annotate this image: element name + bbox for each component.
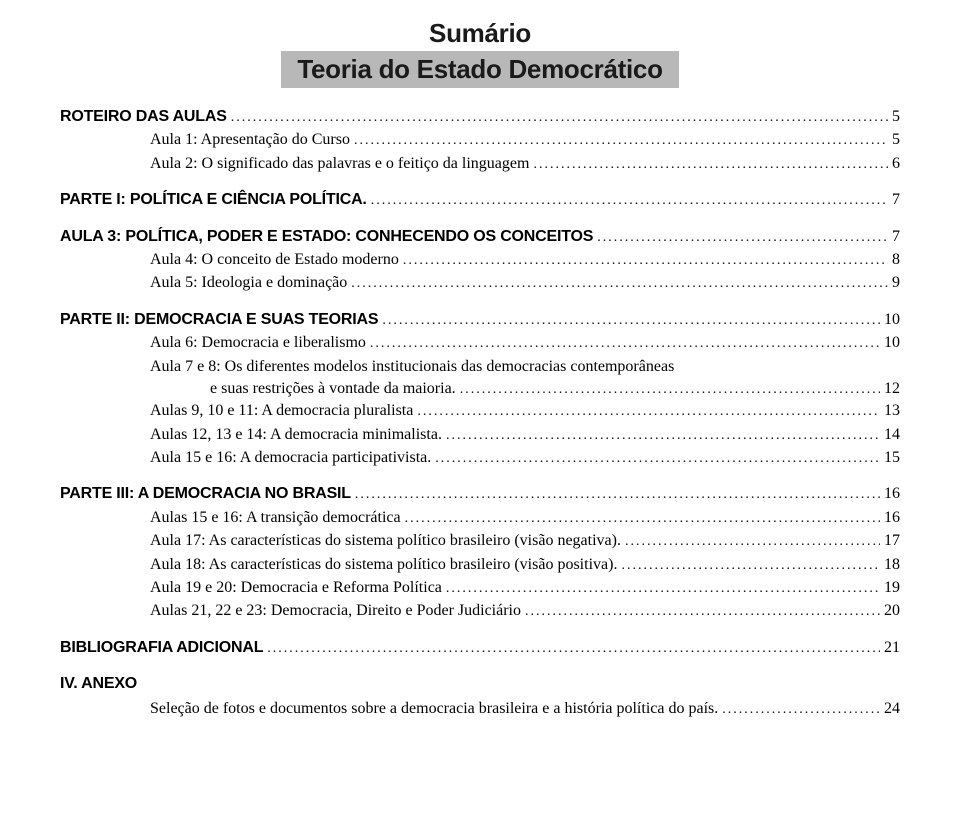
toc-item-row: Aula 15 e 16: A democracia participativi…	[60, 447, 900, 469]
toc-item-row: Aulas 21, 22 e 23: Democracia, Direito e…	[60, 600, 900, 622]
toc-leader	[382, 309, 880, 331]
toc-section-label: AULA 3: POLÍTICA, PODER E ESTADO: CONHEC…	[60, 226, 593, 248]
toc-section-label: IV. ANEXO	[60, 673, 137, 695]
toc-item-label: Aulas 21, 22 e 23: Democracia, Direito e…	[150, 600, 521, 622]
toc-item-label: Aula 18: As características do sistema p…	[150, 554, 617, 576]
toc-item-row: Aulas 15 e 16: A transição democrática 16	[60, 507, 900, 529]
toc-item-row: Aulas 9, 10 e 11: A democracia pluralist…	[60, 400, 900, 422]
toc-page-number: 17	[884, 530, 900, 552]
toc-leader	[625, 530, 880, 552]
toc-page-number: 10	[884, 309, 900, 331]
toc-anexo-row: Seleção de fotos e documentos sobre a de…	[60, 698, 900, 720]
toc-section-row: PARTE I: POLÍTICA E CIÊNCIA POLÍTICA. 7	[60, 189, 900, 211]
toc-leader	[354, 129, 888, 151]
toc-section-label: PARTE III: A DEMOCRACIA NO BRASIL	[60, 483, 351, 505]
toc-item-label: Aula 2: O significado das palavras e o f…	[150, 153, 529, 175]
toc-item-label: Aulas 12, 13 e 14: A democracia minimali…	[150, 424, 442, 446]
toc-page-number: 13	[884, 400, 900, 422]
toc-item-label: Aula 4: O conceito de Estado moderno	[150, 249, 399, 271]
toc-item-label: Aulas 15 e 16: A transição democrática	[150, 507, 401, 529]
toc-item-label: Aula 5: Ideologia e dominação	[150, 272, 347, 294]
toc-page-number: 12	[884, 378, 900, 400]
toc-page-number: 18	[884, 554, 900, 576]
toc-leader	[267, 637, 880, 659]
toc-section-label: PARTE II: DEMOCRACIA E SUAS TEORIAS	[60, 309, 378, 331]
toc-leader	[417, 400, 880, 422]
toc-item-label-line1: Aula 7 e 8: Os diferentes modelos instit…	[150, 356, 900, 378]
toc-item-label: Aula 1: Apresentação do Curso	[150, 129, 350, 151]
toc-item-multiline: Aula 7 e 8: Os diferentes modelos instit…	[60, 356, 900, 401]
toc-page-number: 5	[892, 129, 900, 151]
toc-section-row: PARTE III: A DEMOCRACIA NO BRASIL 16	[60, 483, 900, 505]
toc-anexo-label: Seleção de fotos e documentos sobre a de…	[150, 698, 718, 720]
toc-page-number: 24	[884, 698, 900, 720]
toc-page-number: 14	[884, 424, 900, 446]
toc-page-number: 10	[884, 332, 900, 354]
toc-item-row: Aula 1: Apresentação do Curso 5	[60, 129, 900, 151]
toc-page-number: 21	[884, 637, 900, 659]
toc-leader	[533, 153, 888, 175]
toc-section-row: BIBLIOGRAFIA ADICIONAL 21	[60, 637, 900, 659]
toc-leader	[371, 189, 888, 211]
page-title: Sumário	[60, 18, 900, 49]
toc-item-label: Aula 6: Democracia e liberalismo	[150, 332, 366, 354]
toc-leader	[621, 554, 880, 576]
toc-page-number: 8	[892, 249, 900, 271]
toc-leader	[405, 507, 880, 529]
toc-leader	[460, 378, 880, 400]
toc-page-number: 9	[892, 272, 900, 294]
toc-item-line2-row: e suas restrições à vontade da maioria. 1…	[150, 378, 900, 400]
toc-leader	[231, 106, 888, 128]
toc-page-number: 7	[892, 189, 900, 211]
toc-section-row: ROTEIRO DAS AULAS 5	[60, 106, 900, 128]
toc-item-label: Aula 15 e 16: A democracia participativi…	[150, 447, 431, 469]
toc-item-label: Aula 19 e 20: Democracia e Reforma Polít…	[150, 577, 442, 599]
toc-leader	[722, 698, 880, 720]
toc-section-label: PARTE I: POLÍTICA E CIÊNCIA POLÍTICA.	[60, 189, 367, 211]
toc-page-number: 16	[884, 507, 900, 529]
toc-section-row: PARTE II: DEMOCRACIA E SUAS TEORIAS 10	[60, 309, 900, 331]
toc-leader	[351, 272, 888, 294]
toc-section-row: IV. ANEXO	[60, 673, 900, 695]
toc-leader	[597, 226, 888, 248]
toc-leader	[403, 249, 888, 271]
toc-section-row: AULA 3: POLÍTICA, PODER E ESTADO: CONHEC…	[60, 226, 900, 248]
table-of-contents: ROTEIRO DAS AULAS5Aula 1: Apresentação d…	[60, 106, 900, 720]
toc-leader	[435, 447, 880, 469]
toc-leader	[525, 600, 880, 622]
toc-section-label: BIBLIOGRAFIA ADICIONAL	[60, 637, 263, 659]
toc-item-row: Aula 4: O conceito de Estado moderno 8	[60, 249, 900, 271]
toc-leader	[446, 424, 880, 446]
toc-item-row: Aula 19 e 20: Democracia e Reforma Polít…	[60, 577, 900, 599]
toc-leader	[355, 483, 880, 505]
toc-item-row: Aula 17: As características do sistema p…	[60, 530, 900, 552]
toc-item-row: Aula 18: As características do sistema p…	[60, 554, 900, 576]
toc-page-number: 7	[892, 226, 900, 248]
toc-page-number: 19	[884, 577, 900, 599]
page-subtitle: Teoria do Estado Democrático	[281, 51, 678, 88]
toc-page-number: 16	[884, 483, 900, 505]
toc-item-label: Aula 17: As características do sistema p…	[150, 530, 621, 552]
toc-leader	[446, 577, 880, 599]
header: Sumário Teoria do Estado Democrático	[60, 18, 900, 88]
toc-page-number: 20	[884, 600, 900, 622]
toc-item-row: Aula 5: Ideologia e dominação 9	[60, 272, 900, 294]
toc-item-label: Aulas 9, 10 e 11: A democracia pluralist…	[150, 400, 413, 422]
toc-leader	[370, 332, 880, 354]
toc-item-row: Aula 6: Democracia e liberalismo 10	[60, 332, 900, 354]
toc-item-row: Aulas 12, 13 e 14: A democracia minimali…	[60, 424, 900, 446]
toc-item-row: Aula 2: O significado das palavras e o f…	[60, 153, 900, 175]
toc-page-number: 15	[884, 447, 900, 469]
toc-page-number: 6	[892, 153, 900, 175]
toc-page-number: 5	[892, 106, 900, 128]
toc-section-label: ROTEIRO DAS AULAS	[60, 106, 227, 128]
toc-item-label-line2: e suas restrições à vontade da maioria.	[210, 378, 456, 400]
